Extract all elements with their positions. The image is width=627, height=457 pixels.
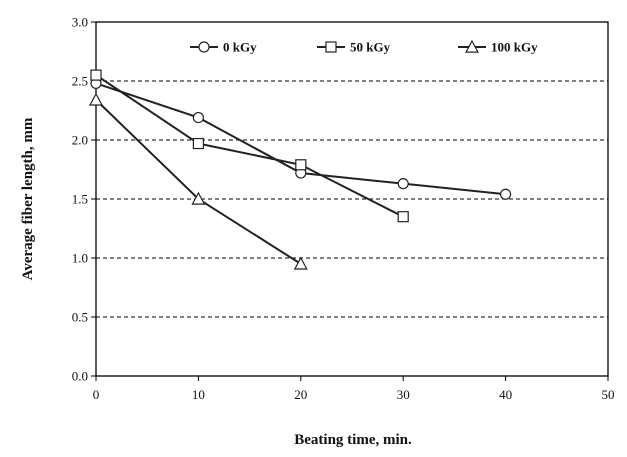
y-tick-label: 2.0 [72,133,88,148]
y-tick-label: 1.5 [72,192,88,207]
x-tick-label: 40 [499,387,512,402]
x-tick-label: 20 [294,387,307,402]
series-square [90,69,409,223]
legend-item: 0 kGy [190,40,257,55]
data-point-circle [192,111,204,124]
legend-label: 100 kGy [491,40,538,55]
x-tick-label: 0 [93,387,100,402]
legend-marker-circle [198,41,210,53]
y-axis-title: Average fiber length, mm [20,117,36,280]
legend-label: 50 kGy [350,40,391,55]
legend-marker-square [325,41,337,53]
data-point-triangle [191,191,206,205]
grid [96,80,608,318]
series-line [95,74,404,218]
data-point-square [397,211,409,223]
data-point-triangle [88,92,104,106]
data-point-square [192,137,204,150]
data-point-circle [500,188,512,200]
legend-label: 0 kGy [223,40,257,55]
legend: 0 kGy 50 kGy 100 kGy [190,40,538,55]
x-axis-title: Beating time, min. [294,432,412,448]
axis-ticks: 0.0 0.5 1.0 1.5 2.0 2.5 3.0 0 10 20 30 40 50 [72,15,615,403]
y-tick-label: 0.5 [72,310,88,325]
y-tick-label: 1.0 [72,251,88,266]
legend-marker-triangle [464,39,480,53]
x-tick-label: 10 [192,387,205,402]
series-triangle [88,92,308,270]
legend-item: 100 kGy [458,40,538,55]
legend-item: 50 kGy [317,40,391,55]
data-point-circle [397,178,409,190]
x-tick-label: 30 [397,387,410,402]
y-tick-label: 0.0 [72,369,88,384]
data-point-square [90,69,102,81]
data-point-triangle [293,256,308,270]
y-tick-label: 3.0 [72,15,88,30]
x-tick-label: 50 [602,387,615,402]
y-tick-label: 2.5 [72,74,88,89]
data-point-square [295,159,307,171]
series-layer [88,69,512,270]
